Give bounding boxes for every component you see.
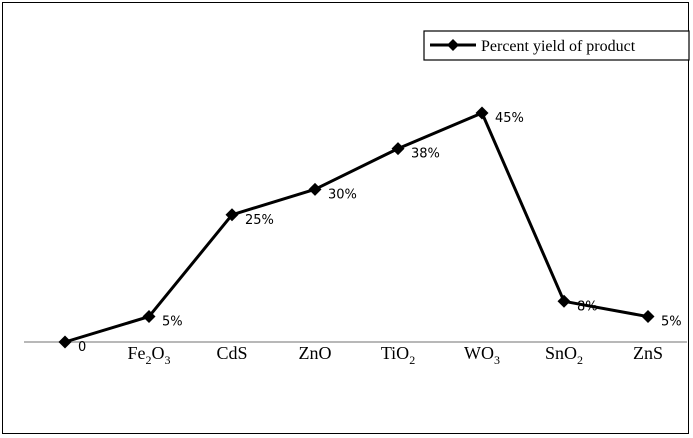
data-point-marker <box>641 310 655 324</box>
data-label: 8% <box>577 299 598 314</box>
data-label: 25% <box>245 213 274 228</box>
series-line <box>64 111 649 344</box>
data-label: 5% <box>661 315 682 330</box>
data-point-marker <box>225 208 239 222</box>
data-point-marker <box>58 335 72 349</box>
data-point-marker <box>557 294 571 308</box>
data-point-marker <box>142 310 156 324</box>
data-label: 30% <box>328 187 357 202</box>
category-labels: Fe2O3 CdS ZnO TiO2 WO3 SnO2 ZnS <box>128 343 664 367</box>
legend: Percent yield of product <box>423 30 690 61</box>
data-label: 38% <box>411 147 440 162</box>
series-markers <box>58 106 655 349</box>
data-point-marker <box>308 182 322 196</box>
data-point-marker <box>475 106 489 120</box>
x-tick-label: ZnO <box>299 343 332 363</box>
data-label: 5% <box>162 315 183 330</box>
x-tick-label: Fe2O3 <box>128 343 171 367</box>
x-tick-label: WO3 <box>464 343 500 367</box>
x-tick-label: ZnS <box>633 343 663 363</box>
data-point-marker <box>391 142 405 156</box>
chart-frame <box>2 2 689 434</box>
data-label: 45% <box>495 111 524 126</box>
legend-label: Percent yield of product <box>481 38 636 55</box>
x-tick-label: CdS <box>216 343 247 363</box>
legend-diamond-marker <box>447 39 459 51</box>
data-labels: 0 5% 25% 30% 38% 45% 8% 5% <box>78 111 682 355</box>
x-tick-label: TiO2 <box>381 343 415 367</box>
x-tick-label: SnO2 <box>545 343 583 367</box>
data-label: 0 <box>78 340 86 355</box>
